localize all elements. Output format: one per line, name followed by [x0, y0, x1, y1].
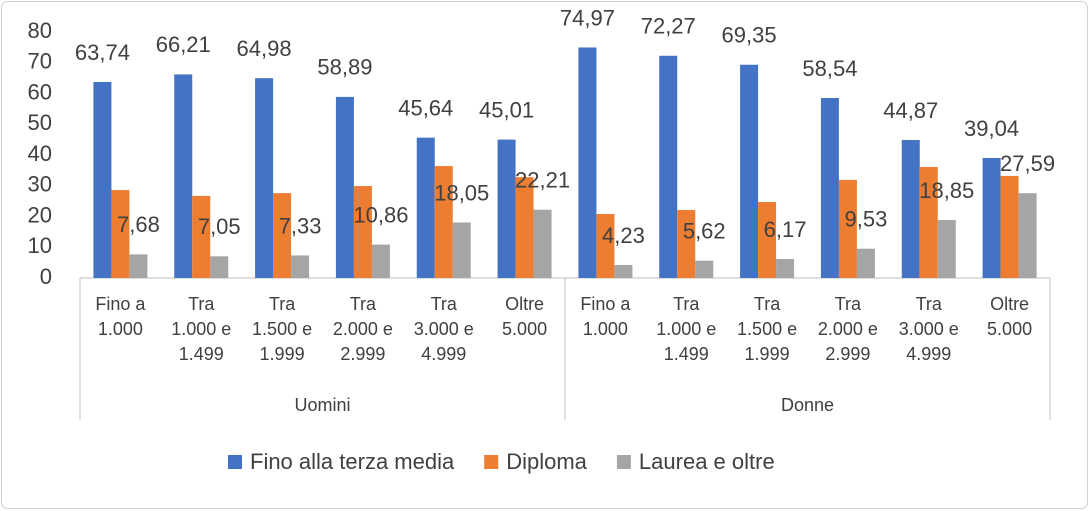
x-tick-label: Tra 2.000 e 2.999: [817, 294, 878, 364]
bar: [659, 55, 678, 279]
bar: [273, 193, 292, 278]
y-tick-label: 70: [28, 49, 52, 74]
bar: [291, 255, 310, 278]
bar: [210, 256, 229, 278]
data-label: 18,05: [434, 180, 489, 205]
y-tick-label: 30: [28, 172, 52, 197]
data-label: 39,04: [964, 116, 1019, 141]
y-tick-label: 60: [28, 79, 52, 104]
data-label: 45,01: [479, 97, 534, 122]
bar: [1000, 175, 1019, 278]
x-tick-label: Tra 1.500 e 1.999: [252, 294, 313, 364]
data-label: 74,97: [560, 5, 615, 30]
x-tick-label: Fino a 1.000: [95, 294, 146, 339]
data-label: 58,54: [802, 56, 857, 81]
data-label: 4,23: [602, 223, 645, 248]
data-label: 64,98: [237, 36, 292, 61]
bar: [93, 81, 112, 278]
bar: [371, 244, 390, 278]
data-label: 7,05: [198, 214, 241, 239]
bar: [937, 220, 956, 278]
bar: [533, 209, 552, 278]
bar: [335, 96, 354, 278]
group-label: Donne: [781, 395, 834, 415]
y-tick-label: 80: [28, 18, 52, 43]
bar: [856, 248, 875, 278]
bar: [901, 140, 920, 278]
data-label: 66,21: [156, 32, 211, 57]
x-tick-label: Tra 2.000 e 2.999: [332, 294, 393, 364]
bar: [129, 254, 148, 278]
x-tick-label: Oltre 5.000: [502, 294, 548, 339]
bar: [192, 195, 211, 278]
bar: [695, 260, 714, 278]
bar: [677, 210, 696, 278]
x-tick-label: Tra 1.500 e 1.999: [737, 294, 798, 364]
x-tick-label: Fino a 1.000: [580, 294, 631, 339]
bar: [578, 47, 597, 278]
bar: [596, 214, 615, 278]
y-tick-label: 40: [28, 141, 52, 166]
bar: [416, 137, 435, 278]
data-label: 9,53: [845, 207, 888, 232]
bar: [515, 177, 534, 278]
x-tick-label: Tra 1.000 e 1.499: [656, 294, 717, 364]
data-label: 69,35: [722, 23, 777, 48]
bar: [111, 190, 130, 278]
legend-swatch: [616, 455, 631, 469]
bar: [820, 97, 839, 278]
data-label: 27,59: [1000, 151, 1055, 176]
bar: [353, 186, 372, 278]
data-label: 18,85: [919, 178, 974, 203]
data-label: 45,64: [398, 95, 453, 120]
legend-label: Laurea e oltre: [639, 449, 775, 474]
bar: [497, 139, 516, 278]
data-label: 5,62: [683, 219, 726, 244]
legend-swatch: [484, 455, 499, 469]
y-tick-label: 50: [28, 110, 52, 135]
data-label: 7,68: [117, 212, 160, 237]
legend-label: Fino alla terza media: [250, 449, 455, 474]
data-label: 7,33: [279, 213, 322, 238]
data-label: 72,27: [641, 14, 696, 39]
bar: [776, 259, 795, 278]
data-label: 63,74: [75, 40, 130, 65]
bar: [740, 64, 759, 278]
y-tick-label: 0: [40, 264, 52, 289]
bar: [919, 166, 938, 278]
bar: [452, 222, 471, 278]
data-label: 58,89: [317, 55, 372, 80]
legend-swatch: [228, 455, 242, 469]
bar: [838, 179, 857, 278]
bar: [982, 157, 1001, 278]
y-tick-label: 20: [28, 202, 52, 227]
x-tick-label: Tra 1.000 e 1.499: [171, 294, 232, 364]
x-tick-label: Tra 3.000 e 4.999: [413, 294, 474, 364]
group-label: Uomini: [294, 395, 350, 415]
data-label: 44,87: [883, 98, 938, 123]
legend-label: Diploma: [506, 449, 587, 474]
y-tick-label: 10: [28, 233, 52, 258]
data-label: 6,17: [764, 217, 807, 242]
x-tick-label: Tra 3.000 e 4.999: [898, 294, 959, 364]
x-tick-label: Oltre 5.000: [987, 294, 1033, 339]
bar: [1018, 193, 1037, 278]
bar: [614, 264, 633, 278]
bar: [434, 166, 453, 278]
data-label: 22,21: [515, 168, 570, 193]
bar: [758, 202, 777, 278]
bar: [174, 74, 193, 278]
bar: [255, 78, 274, 279]
data-label: 10,86: [353, 202, 408, 227]
